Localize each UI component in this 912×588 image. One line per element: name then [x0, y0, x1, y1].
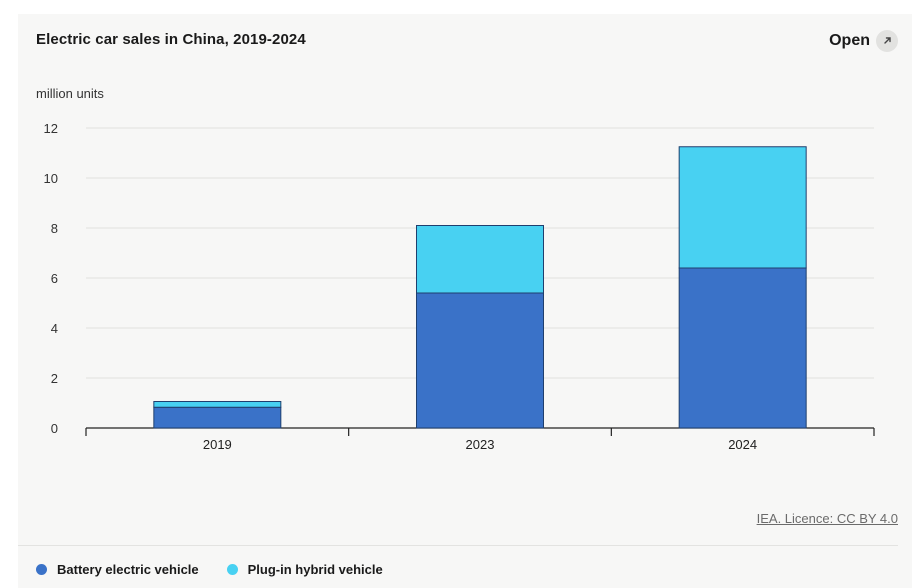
legend-swatch-bev — [36, 564, 47, 575]
y-tick-label: 0 — [51, 421, 58, 436]
source-link[interactable]: IEA. Licence: CC BY 4.0 — [756, 511, 898, 526]
legend-item-phev[interactable]: Plug-in hybrid vehicle — [226, 562, 383, 577]
external-link-icon — [876, 30, 898, 52]
legend: Battery electric vehicle Plug-in hybrid … — [36, 562, 383, 577]
x-tick-label: 2019 — [203, 437, 232, 452]
bar-bev-2024 — [678, 267, 807, 429]
y-tick-label: 2 — [51, 371, 58, 386]
chart-plot: 0 2 4 6 8 10 12 2019 2023 2024 — [44, 121, 875, 452]
y-tick-label: 4 — [51, 321, 58, 336]
chart-title: Electric car sales in China, 2019-2024 — [36, 31, 306, 48]
y-tick-label: 10 — [44, 171, 58, 186]
bar-phev-2019 — [153, 401, 282, 408]
open-button[interactable]: Open — [829, 30, 898, 52]
legend-label-bev: Battery electric vehicle — [57, 562, 199, 577]
legend-label-phev: Plug-in hybrid vehicle — [247, 562, 383, 577]
y-tick-label: 8 — [51, 221, 58, 236]
legend-item-bev[interactable]: Battery electric vehicle — [36, 562, 199, 577]
open-label: Open — [829, 32, 870, 49]
divider — [18, 545, 898, 546]
x-tick-label: 2023 — [466, 437, 495, 452]
bar-phev-2024 — [678, 146, 807, 269]
y-tick-label: 12 — [44, 121, 58, 136]
x-tick-label: 2024 — [728, 437, 757, 452]
legend-swatch-phev — [226, 564, 238, 575]
y-tick-label: 6 — [51, 271, 58, 286]
bar-phev-2023 — [416, 225, 544, 294]
bar-bev-2019 — [153, 406, 282, 429]
bar-bev-2023 — [416, 292, 544, 429]
y-axis-unit-label: million units — [36, 86, 104, 101]
